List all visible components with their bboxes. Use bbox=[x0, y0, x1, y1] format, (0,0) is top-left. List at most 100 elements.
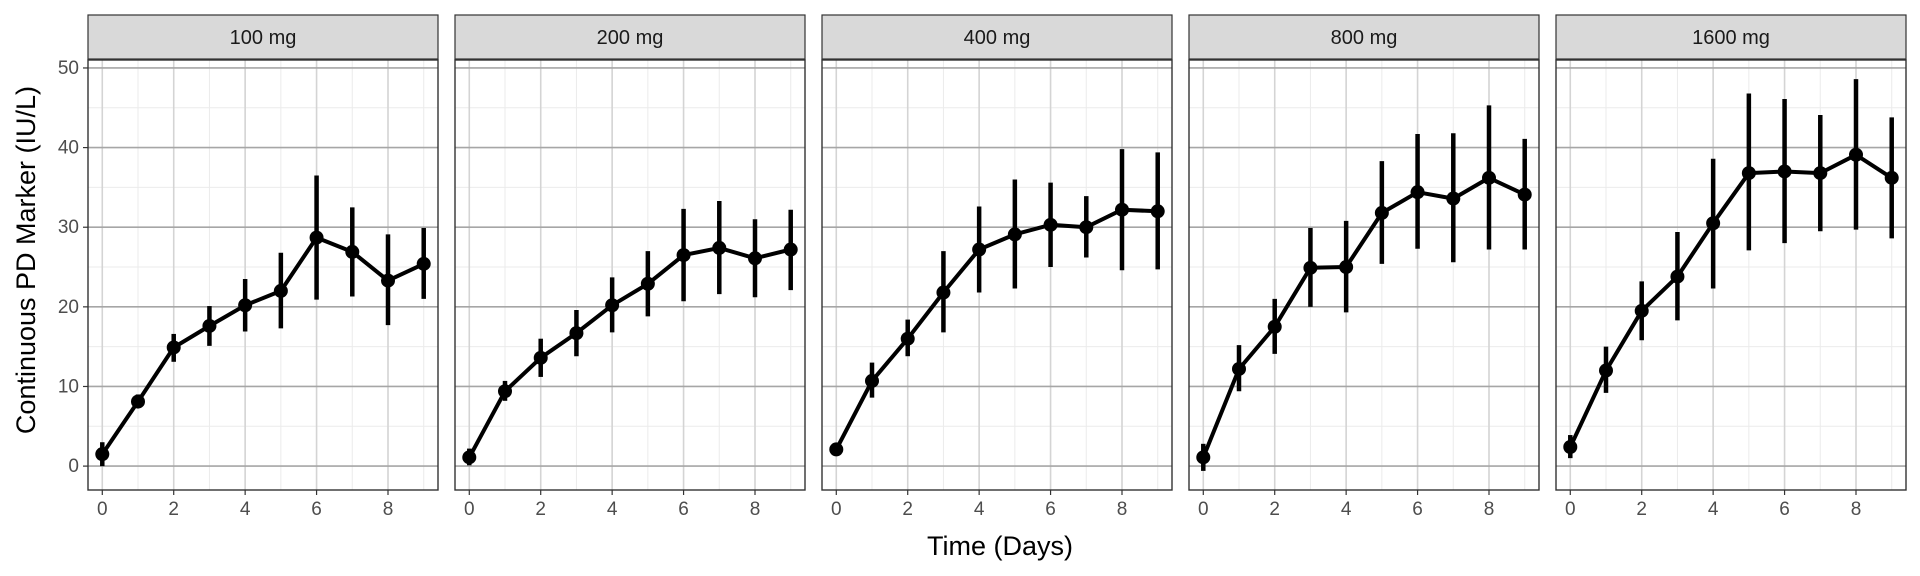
facet-strip-label: 200 mg bbox=[597, 27, 664, 49]
facet-panel: 800 mg 0 2 4 6 8 bbox=[1188, 14, 1540, 520]
panel-border bbox=[87, 59, 439, 491]
data-point bbox=[1079, 220, 1094, 235]
data-point bbox=[1813, 166, 1828, 181]
data-point bbox=[533, 350, 548, 365]
facet-panels: 100 mg 0 2 4 6 8 200 mg 0 2 4 6 8 400 mg 0 2 4 6 8 800 mg 0… bbox=[87, 14, 1907, 520]
data-point bbox=[640, 276, 655, 291]
y-tick-label: 30 bbox=[58, 217, 79, 238]
panel-border bbox=[454, 59, 806, 491]
data-point bbox=[712, 240, 727, 255]
data-point bbox=[202, 318, 217, 333]
data-point bbox=[1043, 217, 1058, 232]
data-point bbox=[1599, 363, 1613, 378]
data-point bbox=[1517, 187, 1532, 202]
x-tick-label: 0 bbox=[1198, 499, 1209, 520]
data-point bbox=[1884, 170, 1899, 185]
x-tick-label: 4 bbox=[1708, 499, 1719, 520]
data-point bbox=[1196, 450, 1211, 465]
facet-strip-label: 800 mg bbox=[1331, 27, 1398, 49]
data-point bbox=[1706, 216, 1721, 231]
data-point bbox=[1303, 260, 1318, 275]
x-tick-label: 0 bbox=[464, 499, 475, 520]
x-tick-label: 4 bbox=[974, 499, 985, 520]
data-point bbox=[783, 242, 798, 257]
x-tick-label: 8 bbox=[1117, 499, 1128, 520]
series-line bbox=[1201, 175, 1526, 459]
data-point bbox=[676, 248, 691, 263]
x-tick-label: 2 bbox=[535, 499, 546, 520]
plot-background bbox=[1189, 60, 1539, 490]
y-axis-title: Continuous PD Marker (IU/L) bbox=[11, 86, 41, 434]
data-point bbox=[1634, 303, 1649, 318]
data-point bbox=[1339, 260, 1354, 275]
x-tick-label: 8 bbox=[750, 499, 761, 520]
x-tick-label: 0 bbox=[831, 499, 842, 520]
facet-panel: 100 mg 0 2 4 6 8 bbox=[87, 14, 439, 520]
x-tick-label: 2 bbox=[1269, 499, 1280, 520]
data-point bbox=[273, 283, 288, 298]
x-tick-label: 0 bbox=[1565, 499, 1576, 520]
x-tick-label: 6 bbox=[1045, 499, 1056, 520]
facet-strip bbox=[821, 14, 1173, 60]
y-tick-label: 20 bbox=[58, 297, 79, 318]
data-point bbox=[166, 340, 181, 355]
data-point bbox=[1741, 166, 1756, 181]
panel-border bbox=[1188, 59, 1540, 491]
x-tick-label: 6 bbox=[311, 499, 322, 520]
x-tick-label: 6 bbox=[1779, 499, 1790, 520]
data-point bbox=[972, 242, 987, 257]
y-tick-label: 50 bbox=[58, 58, 79, 79]
data-point bbox=[1115, 202, 1129, 217]
facet-panel: 400 mg 0 2 4 6 8 bbox=[821, 14, 1173, 520]
data-point bbox=[309, 230, 324, 245]
x-tick-label: 0 bbox=[97, 499, 108, 520]
data-point bbox=[1670, 269, 1685, 284]
data-point bbox=[1232, 361, 1246, 376]
data-point bbox=[900, 331, 915, 346]
x-tick-label: 8 bbox=[1851, 499, 1862, 520]
data-point bbox=[569, 326, 584, 341]
data-point bbox=[865, 373, 879, 388]
x-tick-label: 4 bbox=[240, 499, 251, 520]
data-point bbox=[605, 298, 620, 313]
data-point bbox=[1150, 204, 1165, 219]
data-point bbox=[1482, 170, 1496, 185]
y-tick-label: 40 bbox=[58, 138, 79, 159]
data-point bbox=[1446, 191, 1461, 206]
x-tick-label: 2 bbox=[902, 499, 913, 520]
data-point bbox=[1777, 164, 1792, 179]
data-point bbox=[1007, 227, 1022, 242]
data-point bbox=[416, 256, 431, 271]
data-point bbox=[462, 450, 477, 465]
data-point bbox=[748, 251, 762, 266]
facet-strip-label: 400 mg bbox=[964, 27, 1031, 49]
x-tick-label: 8 bbox=[383, 499, 394, 520]
x-tick-label: 6 bbox=[1412, 499, 1423, 520]
x-tick-label: 2 bbox=[1636, 499, 1647, 520]
facet-strip bbox=[87, 14, 439, 60]
plot-background bbox=[1556, 60, 1906, 490]
data-point bbox=[345, 244, 360, 259]
data-point bbox=[131, 394, 145, 409]
panel-border bbox=[821, 59, 1173, 491]
data-point bbox=[238, 298, 253, 313]
x-axis-title: Time (Days) bbox=[927, 531, 1073, 561]
y-tick-label: 10 bbox=[58, 376, 79, 397]
x-tick-label: 2 bbox=[168, 499, 179, 520]
data-point bbox=[1410, 185, 1425, 200]
data-point bbox=[1563, 440, 1578, 454]
plot-background bbox=[822, 60, 1172, 490]
facet-strip bbox=[1188, 14, 1540, 60]
x-tick-label: 4 bbox=[607, 499, 618, 520]
data-point bbox=[936, 285, 951, 300]
data-point bbox=[95, 447, 110, 462]
series-line bbox=[834, 207, 1158, 451]
data-point bbox=[1267, 319, 1282, 334]
series-line bbox=[100, 235, 425, 456]
data-point bbox=[498, 384, 512, 399]
panel-border bbox=[1555, 59, 1907, 491]
x-tick-label: 6 bbox=[678, 499, 689, 520]
series-line bbox=[467, 245, 792, 459]
facet-strip-label: 1600 mg bbox=[1692, 27, 1770, 49]
